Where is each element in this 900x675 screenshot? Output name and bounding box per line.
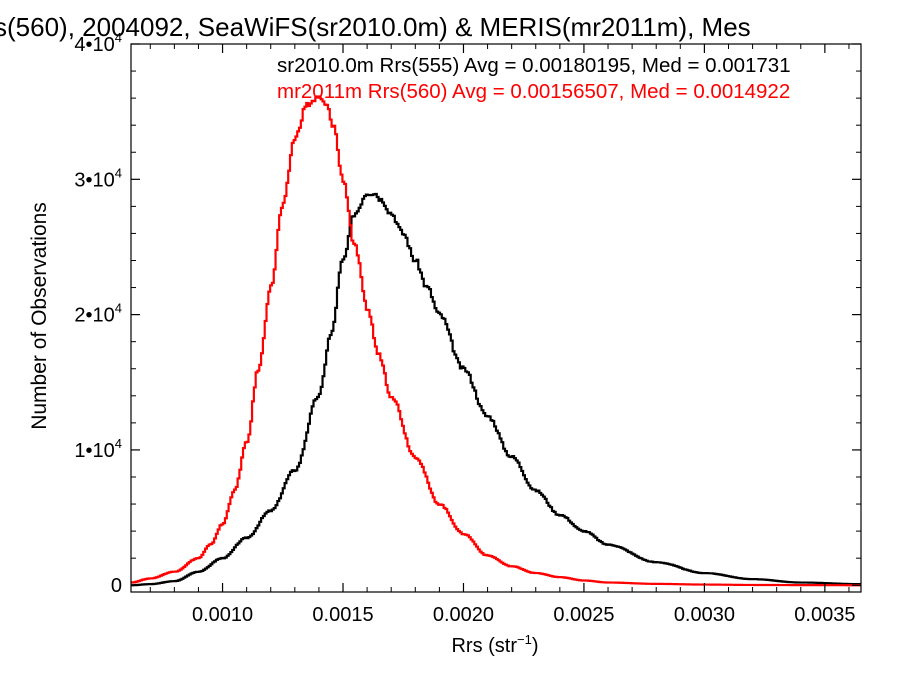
x-tick-label-4: 0.0030 [674, 604, 735, 626]
x-tick-label-0: 0.0010 [192, 604, 253, 626]
x-tick-label-3: 0.0025 [553, 604, 614, 626]
x-tick-label-1: 0.0015 [312, 604, 373, 626]
legend: sr2010.0m Rrs(555) Avg = 0.00180195, Med… [277, 54, 791, 103]
y-tick-label-2: 2•104 [74, 301, 122, 327]
x-tick-label-2: 0.0020 [433, 604, 494, 626]
series-line-1 [131, 95, 861, 587]
y-tick-label-0: 0 [111, 575, 122, 597]
x-axis-label-text: Rrs (str [451, 635, 517, 657]
y-tick-label-3: 3•104 [74, 165, 122, 191]
series-layer [131, 95, 861, 587]
legend-entry-0: sr2010.0m Rrs(555) Avg = 0.00180195, Med… [277, 54, 791, 77]
y-tick-label-1: 1•104 [74, 436, 122, 462]
series-line-0 [131, 192, 861, 587]
x-tick-label-5: 0.0035 [794, 604, 855, 626]
chart-title: s(560), 2004092, SeaWiFS(sr2010.0m) & ME… [0, 12, 751, 42]
x-axis-label-close: ) [532, 635, 539, 657]
tick-layer: 0.0010 0.0015 0.0020 0.0025 0.0030 0.0035 0 1•1… [74, 30, 861, 626]
y-tick-label-4: 4•104 [74, 30, 122, 56]
y-axis-label: Number of Observations [28, 202, 51, 430]
legend-entry-1: mr2011m Rrs(560) Avg = 0.00156507, Med =… [277, 80, 790, 103]
x-axis-label-superscript: −1 [517, 632, 532, 647]
plot-frame [130, 43, 862, 593]
x-axis-label: Rrs (str−1) [451, 632, 538, 657]
